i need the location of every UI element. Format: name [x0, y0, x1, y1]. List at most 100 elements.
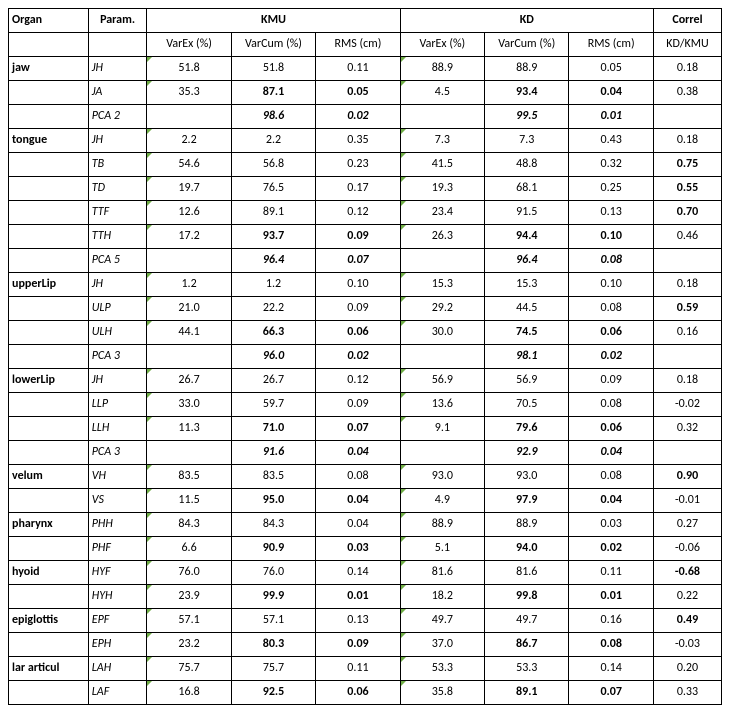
cell-kmu_vc: 80.3 [231, 633, 315, 657]
cell-cor [653, 249, 721, 273]
cell-cor: -0.01 [653, 489, 721, 513]
cell-kmu_vc: 84.3 [231, 513, 315, 537]
cell-kmu_vc: 98.6 [231, 105, 315, 129]
cell-kmu_vc: 96.0 [231, 345, 315, 369]
cell-kd_rms: 0.04 [569, 489, 653, 513]
cell-kmu_rms: 0.06 [316, 321, 400, 345]
table-row: jawJH51.851.80.1188.988.90.050.18 [9, 57, 722, 81]
cell-cor: -0.02 [653, 393, 721, 417]
cell-kd_vc: 7.3 [485, 129, 569, 153]
cell-param: ULH [88, 321, 147, 345]
cell-kd_ve: 30.0 [400, 321, 484, 345]
cell-cor: 0.49 [653, 609, 721, 633]
cell-kmu_rms: 0.04 [316, 513, 400, 537]
cell-kmu_vc: 76.5 [231, 177, 315, 201]
cell-organ: pharynx [9, 513, 89, 537]
cell-cor: 0.75 [653, 153, 721, 177]
cell-kd_vc: 74.5 [485, 321, 569, 345]
cell-param: PHH [88, 513, 147, 537]
cell-kd_vc: 48.8 [485, 153, 569, 177]
cell-cor [653, 105, 721, 129]
hdr-blank-1 [9, 33, 89, 57]
cell-param: ULP [88, 297, 147, 321]
cell-cor: 0.20 [653, 657, 721, 681]
cell-kd_vc: 97.9 [485, 489, 569, 513]
table-row: TTF12.689.10.1223.491.50.130.70 [9, 201, 722, 225]
cell-kd_rms: 0.07 [569, 681, 653, 705]
cell-kmu_vc: 59.7 [231, 393, 315, 417]
cell-cor: 0.18 [653, 273, 721, 297]
cell-kd_rms: 0.01 [569, 585, 653, 609]
cell-organ: hyoid [9, 561, 89, 585]
cell-kmu_ve [147, 345, 231, 369]
cell-organ [9, 201, 89, 225]
cell-kmu_ve [147, 105, 231, 129]
cell-kd_ve: 4.9 [400, 489, 484, 513]
cell-kmu_vc: 57.1 [231, 609, 315, 633]
cell-kmu_ve: 83.5 [147, 465, 231, 489]
cell-kmu_vc: 96.4 [231, 249, 315, 273]
cell-kd_ve: 53.3 [400, 657, 484, 681]
table-row: PCA 596.40.0796.40.08 [9, 249, 722, 273]
cell-organ [9, 225, 89, 249]
cell-kmu_ve: 19.7 [147, 177, 231, 201]
table-row: tongueJH2.22.20.357.37.30.430.18 [9, 129, 722, 153]
cell-kmu_vc: 90.9 [231, 537, 315, 561]
table-row: ULP21.022.20.0929.244.50.080.59 [9, 297, 722, 321]
cell-kmu_rms: 0.04 [316, 441, 400, 465]
cell-kd_rms: 0.09 [569, 369, 653, 393]
cell-kd_ve: 81.6 [400, 561, 484, 585]
cell-kd_ve: 88.9 [400, 57, 484, 81]
cell-kd_vc: 94.0 [485, 537, 569, 561]
cell-kd_vc: 44.5 [485, 297, 569, 321]
cell-organ [9, 489, 89, 513]
cell-kmu_vc: 71.0 [231, 417, 315, 441]
hdr-correl: Correl [653, 9, 721, 33]
cell-param: TD [88, 177, 147, 201]
cell-kd_vc: 53.3 [485, 657, 569, 681]
cell-kmu_rms: 0.09 [316, 297, 400, 321]
cell-kd_ve: 19.3 [400, 177, 484, 201]
cell-cor: 0.18 [653, 57, 721, 81]
cell-param: EPH [88, 633, 147, 657]
hdr-kd-varcum: VarCum (%) [485, 33, 569, 57]
cell-kd_ve: 35.8 [400, 681, 484, 705]
cell-kmu_rms: 0.09 [316, 393, 400, 417]
cell-kmu_rms: 0.06 [316, 681, 400, 705]
cell-cor: 0.70 [653, 201, 721, 225]
cell-param: TTH [88, 225, 147, 249]
cell-kmu_vc: 91.6 [231, 441, 315, 465]
hdr-kd: KD [400, 9, 653, 33]
table-row: velumVH83.583.50.0893.093.00.080.90 [9, 465, 722, 489]
cell-cor [653, 441, 721, 465]
cell-kmu_ve: 11.3 [147, 417, 231, 441]
cell-kd_ve: 13.6 [400, 393, 484, 417]
table-row: PCA 396.00.0298.10.02 [9, 345, 722, 369]
cell-organ: velum [9, 465, 89, 489]
cell-kmu_ve [147, 441, 231, 465]
cell-kmu_vc: 1.2 [231, 273, 315, 297]
cell-kmu_rms: 0.02 [316, 105, 400, 129]
cell-kmu_ve: 21.0 [147, 297, 231, 321]
cell-kmu_rms: 0.17 [316, 177, 400, 201]
cell-cor [653, 345, 721, 369]
cell-kmu_vc: 93.7 [231, 225, 315, 249]
cell-kd_rms: 0.16 [569, 609, 653, 633]
cell-kmu_rms: 0.13 [316, 609, 400, 633]
table-row: hyoidHYF76.076.00.1481.681.60.11-0.68 [9, 561, 722, 585]
cell-kmu_ve: 75.7 [147, 657, 231, 681]
table-row: HYH23.999.90.0118.299.80.010.22 [9, 585, 722, 609]
cell-cor: 0.18 [653, 369, 721, 393]
cell-kmu_rms: 0.02 [316, 345, 400, 369]
hdr-blank-2 [88, 33, 147, 57]
table-row: TD19.776.50.1719.368.10.250.55 [9, 177, 722, 201]
cell-kmu_rms: 0.12 [316, 201, 400, 225]
cell-cor: -0.06 [653, 537, 721, 561]
cell-organ [9, 633, 89, 657]
cell-cor: -0.03 [653, 633, 721, 657]
cell-kd_vc: 56.9 [485, 369, 569, 393]
cell-kmu_rms: 0.12 [316, 369, 400, 393]
table-row: lowerLipJH26.726.70.1256.956.90.090.18 [9, 369, 722, 393]
cell-organ [9, 537, 89, 561]
cell-organ [9, 81, 89, 105]
